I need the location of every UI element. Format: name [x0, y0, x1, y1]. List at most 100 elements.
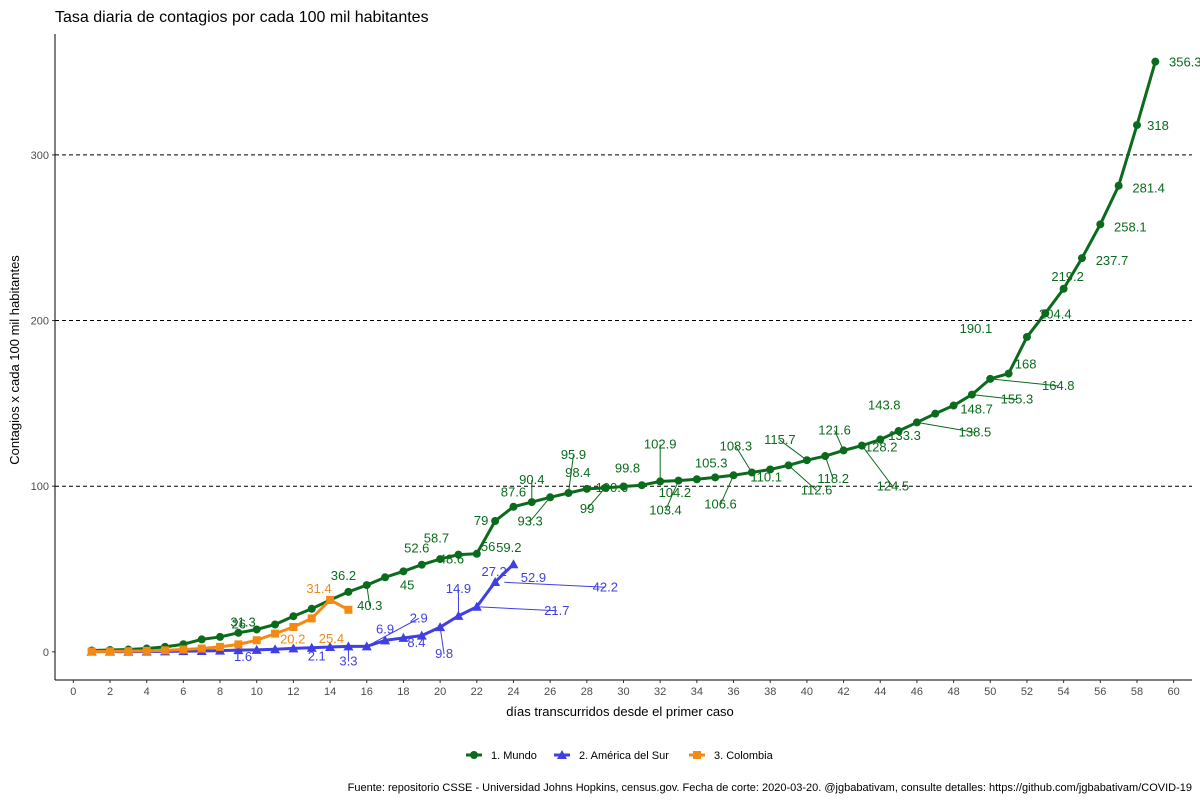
series-point	[142, 646, 151, 655]
label-leader	[366, 585, 371, 607]
label-leader	[439, 627, 445, 655]
legend: 1. Mundo 2. América del Sur 3. Colombia	[466, 750, 774, 762]
series-point	[1151, 57, 1160, 66]
label-leader	[567, 454, 574, 494]
x-axis-title: días transcurridos desde el primer caso	[506, 704, 734, 719]
data-label: 133.3	[888, 428, 921, 443]
data-label: 102.9	[644, 436, 677, 451]
x-tick-label: 8	[217, 686, 223, 698]
legend-key-marker	[693, 751, 701, 759]
legend-key-marker	[470, 751, 478, 759]
series-point	[325, 642, 336, 652]
x-tick-label: 38	[764, 686, 776, 698]
series-point	[637, 481, 646, 490]
series-point	[307, 604, 316, 613]
series-point	[1022, 332, 1031, 341]
legend-item-3: 3. Colombia	[689, 750, 774, 762]
label-leader	[916, 421, 976, 433]
data-label: 31.4	[306, 581, 331, 596]
series-point	[509, 502, 518, 511]
series-point	[454, 550, 463, 559]
data-label: 9.8	[435, 646, 453, 661]
x-tick-label: 2	[107, 686, 113, 698]
label-leader	[788, 464, 817, 491]
series-point	[344, 605, 353, 614]
series-point	[234, 628, 243, 637]
data-label: 20.2	[280, 631, 305, 646]
data-label: 40.3	[357, 598, 382, 613]
data-label: 108.3	[720, 438, 753, 453]
data-label: 281.4	[1132, 181, 1165, 196]
series-point	[508, 559, 519, 569]
series-point	[398, 632, 409, 642]
data-label: 3.3	[339, 653, 357, 668]
label-leader	[529, 496, 551, 522]
series-point	[1114, 181, 1123, 190]
series-point	[380, 635, 391, 645]
x-tick-label: 18	[397, 686, 409, 698]
label-leader	[779, 439, 808, 461]
data-label: 190.1	[960, 321, 993, 336]
label-leader	[861, 445, 894, 487]
label-leader	[720, 475, 734, 505]
label-leader	[366, 617, 419, 647]
x-tick-label: 48	[947, 686, 959, 698]
series-point	[271, 629, 280, 638]
series-point	[471, 601, 482, 611]
label-leader	[586, 487, 606, 510]
series-point	[894, 427, 903, 436]
series-point	[472, 549, 481, 558]
series-point	[491, 516, 500, 525]
label-leader	[504, 581, 606, 588]
data-label: 79	[474, 513, 488, 528]
data-label: 14.9	[446, 581, 471, 596]
data-label: 128.2	[865, 439, 898, 454]
series-point	[252, 625, 261, 634]
data-label: 2.9	[410, 610, 428, 625]
series-point	[343, 641, 354, 651]
data-label: 90.4	[519, 472, 544, 487]
data-label: 118.2	[817, 471, 849, 486]
label-leader	[990, 378, 1059, 387]
series-point	[931, 409, 940, 418]
data-label: 100.6	[596, 480, 629, 495]
chart-caption: Fuente: repositorio CSSE - Universidad J…	[348, 782, 1192, 794]
data-label: 99.8	[615, 461, 640, 476]
series-point	[106, 647, 115, 656]
series-point	[381, 573, 390, 582]
x-tick-label: 22	[471, 686, 483, 698]
data-label: 106.6	[704, 496, 737, 511]
data-label: 52.9	[521, 570, 546, 585]
data-label: 56	[481, 539, 495, 554]
series-point	[306, 642, 317, 652]
data-label: 31.3	[230, 615, 255, 630]
series-point	[161, 646, 170, 655]
series-point	[271, 620, 280, 629]
data-label: 258.1	[1114, 219, 1147, 234]
series-point	[1004, 369, 1013, 378]
series-point	[344, 587, 353, 596]
data-label: 59.2	[496, 540, 521, 555]
data-label: 103.4	[649, 503, 682, 518]
data-label: 2.1	[308, 649, 326, 664]
label-leader	[476, 606, 557, 612]
x-tick-label: 24	[507, 686, 519, 698]
x-tick-label: 56	[1094, 686, 1106, 698]
series-group	[86, 57, 1160, 656]
data-label: 219.2	[1051, 269, 1084, 284]
data-label: 204.4	[1039, 306, 1072, 321]
data-label: 1.6	[234, 649, 252, 664]
series-point	[307, 614, 316, 623]
data-label: 124.5	[877, 479, 910, 494]
data-label: 121.6	[818, 422, 851, 437]
data-label: 168	[1015, 357, 1037, 372]
chart-title: Tasa diaria de contagios por cada 100 mi…	[55, 9, 429, 26]
series-point	[436, 555, 445, 564]
series-point	[216, 642, 225, 651]
label-leader	[665, 480, 679, 511]
series-point	[490, 576, 501, 586]
label-leader	[735, 446, 753, 473]
y-tick-label: 0	[43, 647, 49, 659]
x-tick-label: 28	[581, 686, 593, 698]
